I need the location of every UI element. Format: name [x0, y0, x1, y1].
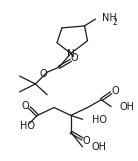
Text: O: O: [39, 69, 47, 79]
Text: N: N: [67, 49, 75, 59]
Text: OH: OH: [120, 102, 135, 112]
Text: HO: HO: [92, 115, 107, 125]
Text: O: O: [71, 53, 79, 63]
Text: O: O: [22, 101, 29, 111]
Text: O: O: [111, 86, 119, 96]
Text: O: O: [83, 136, 90, 146]
Text: HO: HO: [20, 121, 35, 131]
Text: NH: NH: [102, 13, 117, 23]
Text: 2: 2: [113, 18, 117, 27]
Text: OH: OH: [91, 142, 106, 152]
